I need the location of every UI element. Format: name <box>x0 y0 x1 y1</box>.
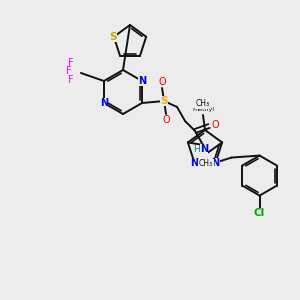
Text: S: S <box>109 32 117 42</box>
Text: H: H <box>193 145 200 154</box>
Text: N: N <box>190 158 199 168</box>
Text: O: O <box>162 115 170 125</box>
Text: N: N <box>100 98 108 108</box>
Text: Cl: Cl <box>254 208 265 218</box>
Text: F: F <box>68 58 74 68</box>
Text: N: N <box>212 158 220 168</box>
Text: CH₃: CH₃ <box>199 159 213 168</box>
Text: F: F <box>66 66 72 76</box>
Text: F: F <box>68 75 74 85</box>
Text: S: S <box>160 96 168 106</box>
Text: CH₃: CH₃ <box>196 99 210 108</box>
Text: O: O <box>158 77 166 87</box>
Text: N: N <box>200 144 208 154</box>
Text: N: N <box>138 76 146 86</box>
Text: methyl: methyl <box>192 106 214 112</box>
Text: O: O <box>211 120 219 130</box>
